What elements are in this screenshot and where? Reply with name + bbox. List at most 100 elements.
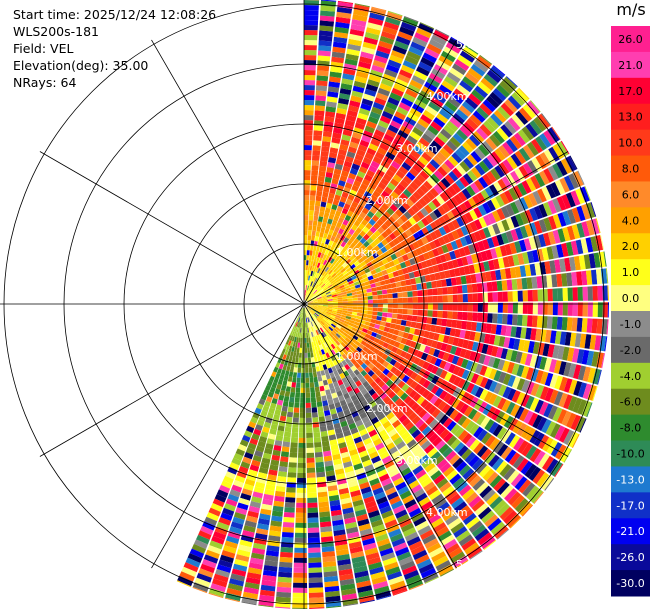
velocity-gate	[386, 371, 394, 379]
velocity-gate	[461, 417, 472, 429]
velocity-gate	[300, 312, 303, 318]
velocity-gate	[385, 356, 393, 363]
velocity-gate	[343, 272, 350, 278]
velocity-gate	[548, 215, 557, 230]
velocity-gate	[346, 418, 355, 426]
velocity-gate	[424, 538, 439, 549]
velocity-gate	[565, 156, 577, 172]
velocity-gate	[401, 143, 413, 154]
velocity-gate	[294, 402, 300, 408]
velocity-gate	[251, 496, 262, 504]
velocity-gate	[325, 106, 336, 113]
velocity-gate	[322, 551, 336, 558]
velocity-gate	[341, 277, 347, 283]
velocity-gate	[379, 473, 390, 482]
velocity-gate	[385, 487, 397, 496]
velocity-gate	[483, 73, 498, 87]
velocity-gate	[330, 444, 339, 451]
velocity-gate	[552, 407, 563, 422]
velocity-gate	[476, 413, 486, 426]
velocity-gate	[304, 155, 312, 161]
velocity-gate	[312, 417, 319, 423]
velocity-gate	[405, 88, 418, 99]
velocity-gate	[260, 508, 272, 516]
velocity-gate	[404, 408, 414, 418]
velocity-gate	[352, 266, 358, 273]
velocity-gate	[502, 386, 512, 399]
velocity-gate	[222, 545, 237, 554]
velocity-gate	[407, 399, 416, 408]
velocity-gate	[298, 432, 306, 438]
velocity-gate	[417, 118, 430, 129]
velocity-gate	[502, 256, 510, 268]
velocity-gate	[193, 539, 208, 550]
velocity-gate	[455, 559, 469, 569]
velocity-gate	[393, 258, 400, 266]
velocity-gate	[256, 403, 264, 410]
velocity-gate	[339, 88, 352, 95]
velocity-gate	[317, 50, 331, 57]
velocity-gate	[344, 119, 355, 127]
velocity-gate	[301, 307, 304, 313]
velocity-gate	[265, 443, 274, 450]
velocity-gate	[506, 217, 515, 230]
velocity-gate	[310, 310, 314, 315]
velocity-gate	[407, 153, 418, 164]
velocity-gate	[376, 286, 382, 291]
velocity-gate	[412, 392, 422, 402]
velocity-gate	[422, 379, 431, 389]
velocity-gate	[311, 230, 316, 236]
velocity-gate	[260, 410, 268, 417]
velocity-gate	[338, 228, 345, 235]
velocity-gate	[216, 564, 232, 573]
velocity-gate	[581, 270, 588, 286]
velocity-gate	[433, 397, 443, 408]
velocity-gate	[488, 421, 499, 434]
azimuth-line	[151, 39, 305, 305]
velocity-gate	[334, 276, 340, 282]
velocity-gate	[421, 152, 432, 162]
velocity-gate	[552, 302, 558, 316]
velocity-gate	[516, 392, 526, 405]
velocity-gate	[347, 301, 353, 304]
velocity-gate	[587, 302, 593, 317]
velocity-gate	[226, 535, 240, 545]
velocity-gate	[478, 217, 488, 228]
velocity-gate	[312, 320, 316, 326]
velocity-gate	[412, 309, 418, 316]
velocity-gate	[471, 524, 487, 538]
velocity-gate	[324, 358, 330, 365]
velocity-gate	[314, 283, 318, 289]
velocity-gate	[308, 322, 311, 328]
velocity-gate	[338, 344, 344, 350]
velocity-gate	[349, 319, 356, 324]
velocity-gate	[341, 588, 357, 596]
velocity-gate	[387, 182, 396, 191]
velocity-gate	[450, 240, 459, 250]
velocity-gate	[320, 531, 333, 538]
velocity-gate	[463, 173, 474, 185]
velocity-gate	[352, 294, 358, 298]
velocity-gate	[535, 370, 544, 384]
velocity-gate	[316, 185, 324, 192]
velocity-gate	[326, 268, 332, 274]
velocity-gate	[453, 526, 468, 538]
velocity-gate	[575, 416, 586, 433]
velocity-gate	[314, 292, 320, 296]
velocity-gate	[416, 27, 432, 39]
velocity-gate	[374, 408, 383, 417]
velocity-gate	[446, 319, 453, 328]
velocity-gate	[587, 286, 593, 301]
velocity-gate	[287, 350, 291, 357]
velocity-gate	[307, 312, 310, 318]
velocity-gate	[353, 349, 360, 356]
velocity-gate	[350, 337, 357, 344]
velocity-gate	[280, 369, 286, 376]
velocity-gate	[533, 116, 547, 132]
velocity-gate	[479, 389, 489, 401]
velocity-gate	[502, 141, 514, 156]
velocity-gate	[280, 451, 289, 458]
velocity-gate	[347, 531, 360, 539]
velocity-gate	[320, 526, 332, 533]
velocity-gate	[438, 236, 446, 246]
